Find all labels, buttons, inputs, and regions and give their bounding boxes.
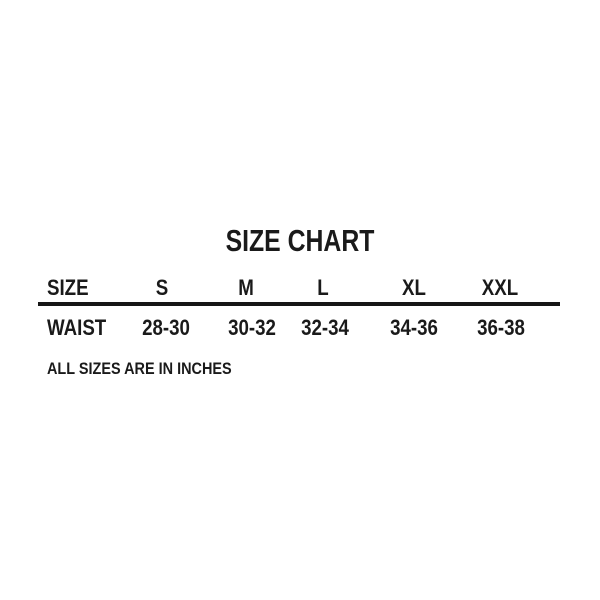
header-cell-size-label: SIZE bbox=[47, 275, 89, 300]
waist-row-label: WAIST bbox=[47, 315, 107, 340]
header-cell-m: M bbox=[238, 275, 254, 300]
waist-value-xl: 34-36 bbox=[390, 315, 438, 340]
waist-value-xxl: 36-38 bbox=[477, 315, 525, 340]
header-cell-l: L bbox=[317, 275, 329, 300]
waist-value-l: 32-34 bbox=[301, 315, 349, 340]
header-cell-xxl: XXL bbox=[481, 275, 519, 300]
header-cell-s: S bbox=[155, 275, 169, 300]
waist-value-s: 28-30 bbox=[142, 315, 190, 340]
table-divider-rule bbox=[38, 302, 560, 306]
page-title: SIZE CHART bbox=[225, 223, 375, 258]
header-cell-xl: XL bbox=[402, 275, 426, 300]
waist-value-m: 30-32 bbox=[228, 315, 276, 340]
units-footnote: ALL SIZES ARE IN INCHES bbox=[47, 359, 232, 378]
